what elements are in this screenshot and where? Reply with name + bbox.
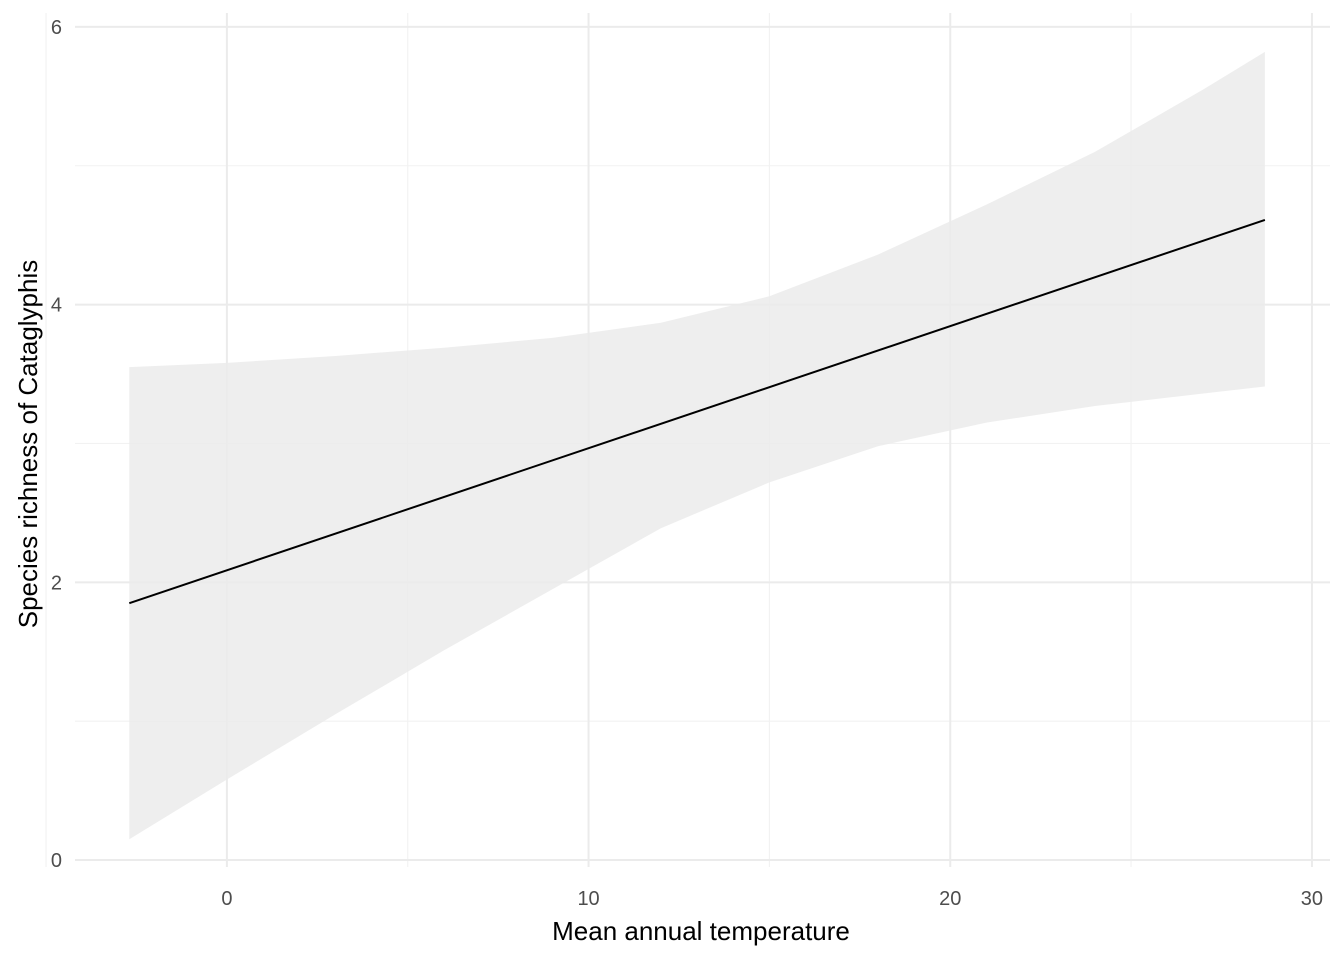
- y-tick-label: 4: [51, 295, 62, 317]
- y-tick-label: 2: [51, 572, 62, 594]
- y-tick-label: 0: [51, 850, 62, 872]
- x-tick-labels: 0 10 20 30: [221, 888, 1323, 910]
- x-tick-label: 0: [221, 888, 232, 910]
- y-tick-labels: 0 2 4 6: [51, 17, 62, 872]
- x-tick-label: 10: [577, 888, 599, 910]
- fit-line-layer: [128, 218, 1266, 605]
- fit-line: [128, 218, 1266, 605]
- x-tick-label: 20: [939, 888, 961, 910]
- y-axis-title: Species richness of Cataglyphis: [13, 260, 43, 629]
- x-tick-label: 30: [1301, 888, 1323, 910]
- x-axis-title: Mean annual temperature: [552, 916, 850, 946]
- confidence-ribbon-layer: [129, 51, 1265, 840]
- y-tick-label: 6: [51, 17, 62, 39]
- confidence-ribbon: [129, 51, 1265, 840]
